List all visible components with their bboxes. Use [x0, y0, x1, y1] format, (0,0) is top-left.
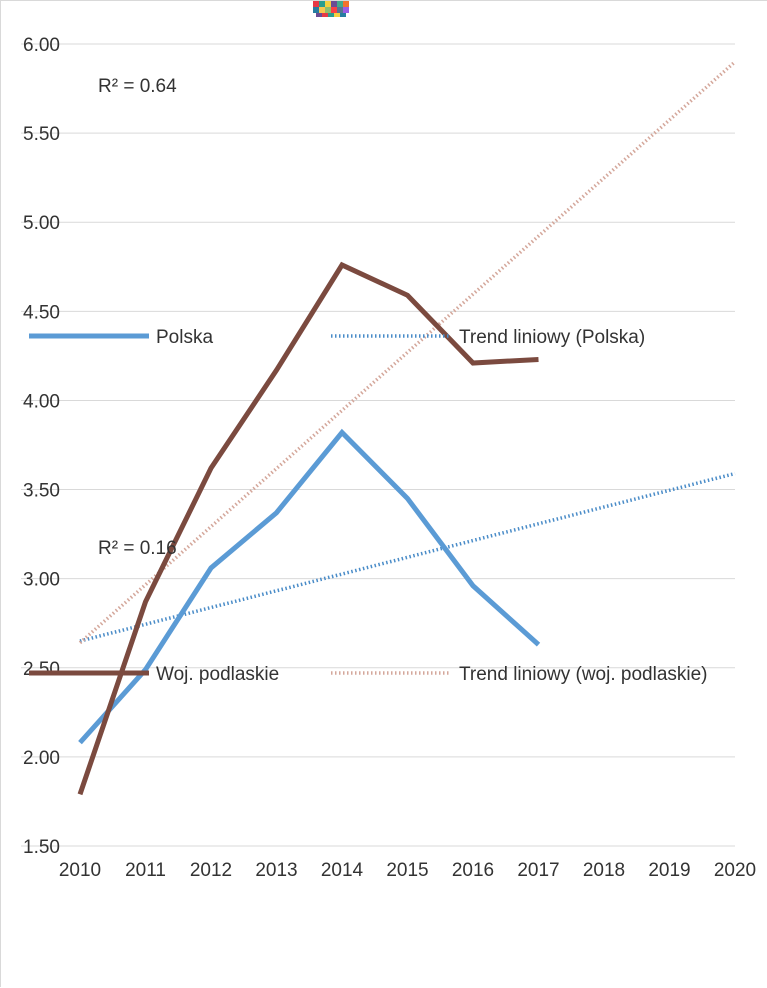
legend-label: Polska	[156, 327, 213, 348]
legend-label: Woj. podlaskie	[156, 664, 279, 685]
y-tick-label: 5.00	[23, 213, 60, 234]
series-lines	[77, 261, 541, 796]
series-line-woj-podlaskie	[77, 261, 539, 796]
y-axis-ticks: 1.50 2.00 2.50 3.00 3.50 4.00 4.50 5.00 5.50 6.00	[23, 35, 60, 858]
trendline-polska	[79, 471, 736, 643]
x-tick-label: 2020	[714, 860, 756, 881]
y-tick-label: 4.50	[23, 302, 60, 323]
y-tick-label: 2.00	[23, 748, 60, 769]
x-tick-label: 2018	[583, 860, 625, 881]
x-axis-ticks: 2010 2011 2012 2013 2014 2015 2016 2017 2018 2019…	[59, 860, 756, 881]
trendlines	[78, 60, 737, 645]
series-line-polska	[78, 428, 541, 745]
y-tick-label: 5.50	[23, 124, 60, 145]
legend: Polska Trend liniowy (Polska) Woj. podlask…	[29, 327, 708, 685]
r-squared-label: R² = 0.16	[98, 538, 177, 559]
x-tick-label: 2012	[190, 860, 232, 881]
trendline-woj-podlaskie	[78, 60, 737, 645]
y-tick-label: 2.50	[23, 659, 60, 680]
x-tick-label: 2016	[452, 860, 494, 881]
r-squared-labels: R² = 0.16 R² = 0.64	[98, 76, 177, 559]
x-tick-label: 2011	[125, 860, 166, 881]
y-tick-label: 3.00	[23, 570, 60, 591]
x-tick-label: 2017	[517, 860, 559, 881]
gridlines	[21, 43, 735, 847]
y-tick-label: 3.50	[23, 481, 60, 502]
legend-label: Trend liniowy (woj. podlaskie)	[459, 664, 708, 685]
x-tick-label: 2013	[255, 860, 297, 881]
y-tick-label: 4.00	[23, 391, 60, 412]
x-tick-label: 2015	[386, 860, 428, 881]
x-tick-label: 2014	[321, 860, 364, 881]
r-squared-label: R² = 0.64	[98, 76, 177, 97]
x-tick-label: 2010	[59, 860, 101, 881]
logo-icon	[313, 1, 349, 17]
y-tick-label: 1.50	[23, 837, 60, 858]
y-tick-label: 6.00	[23, 35, 60, 56]
legend-label: Trend liniowy (Polska)	[459, 327, 645, 348]
x-tick-label: 2019	[648, 860, 690, 881]
